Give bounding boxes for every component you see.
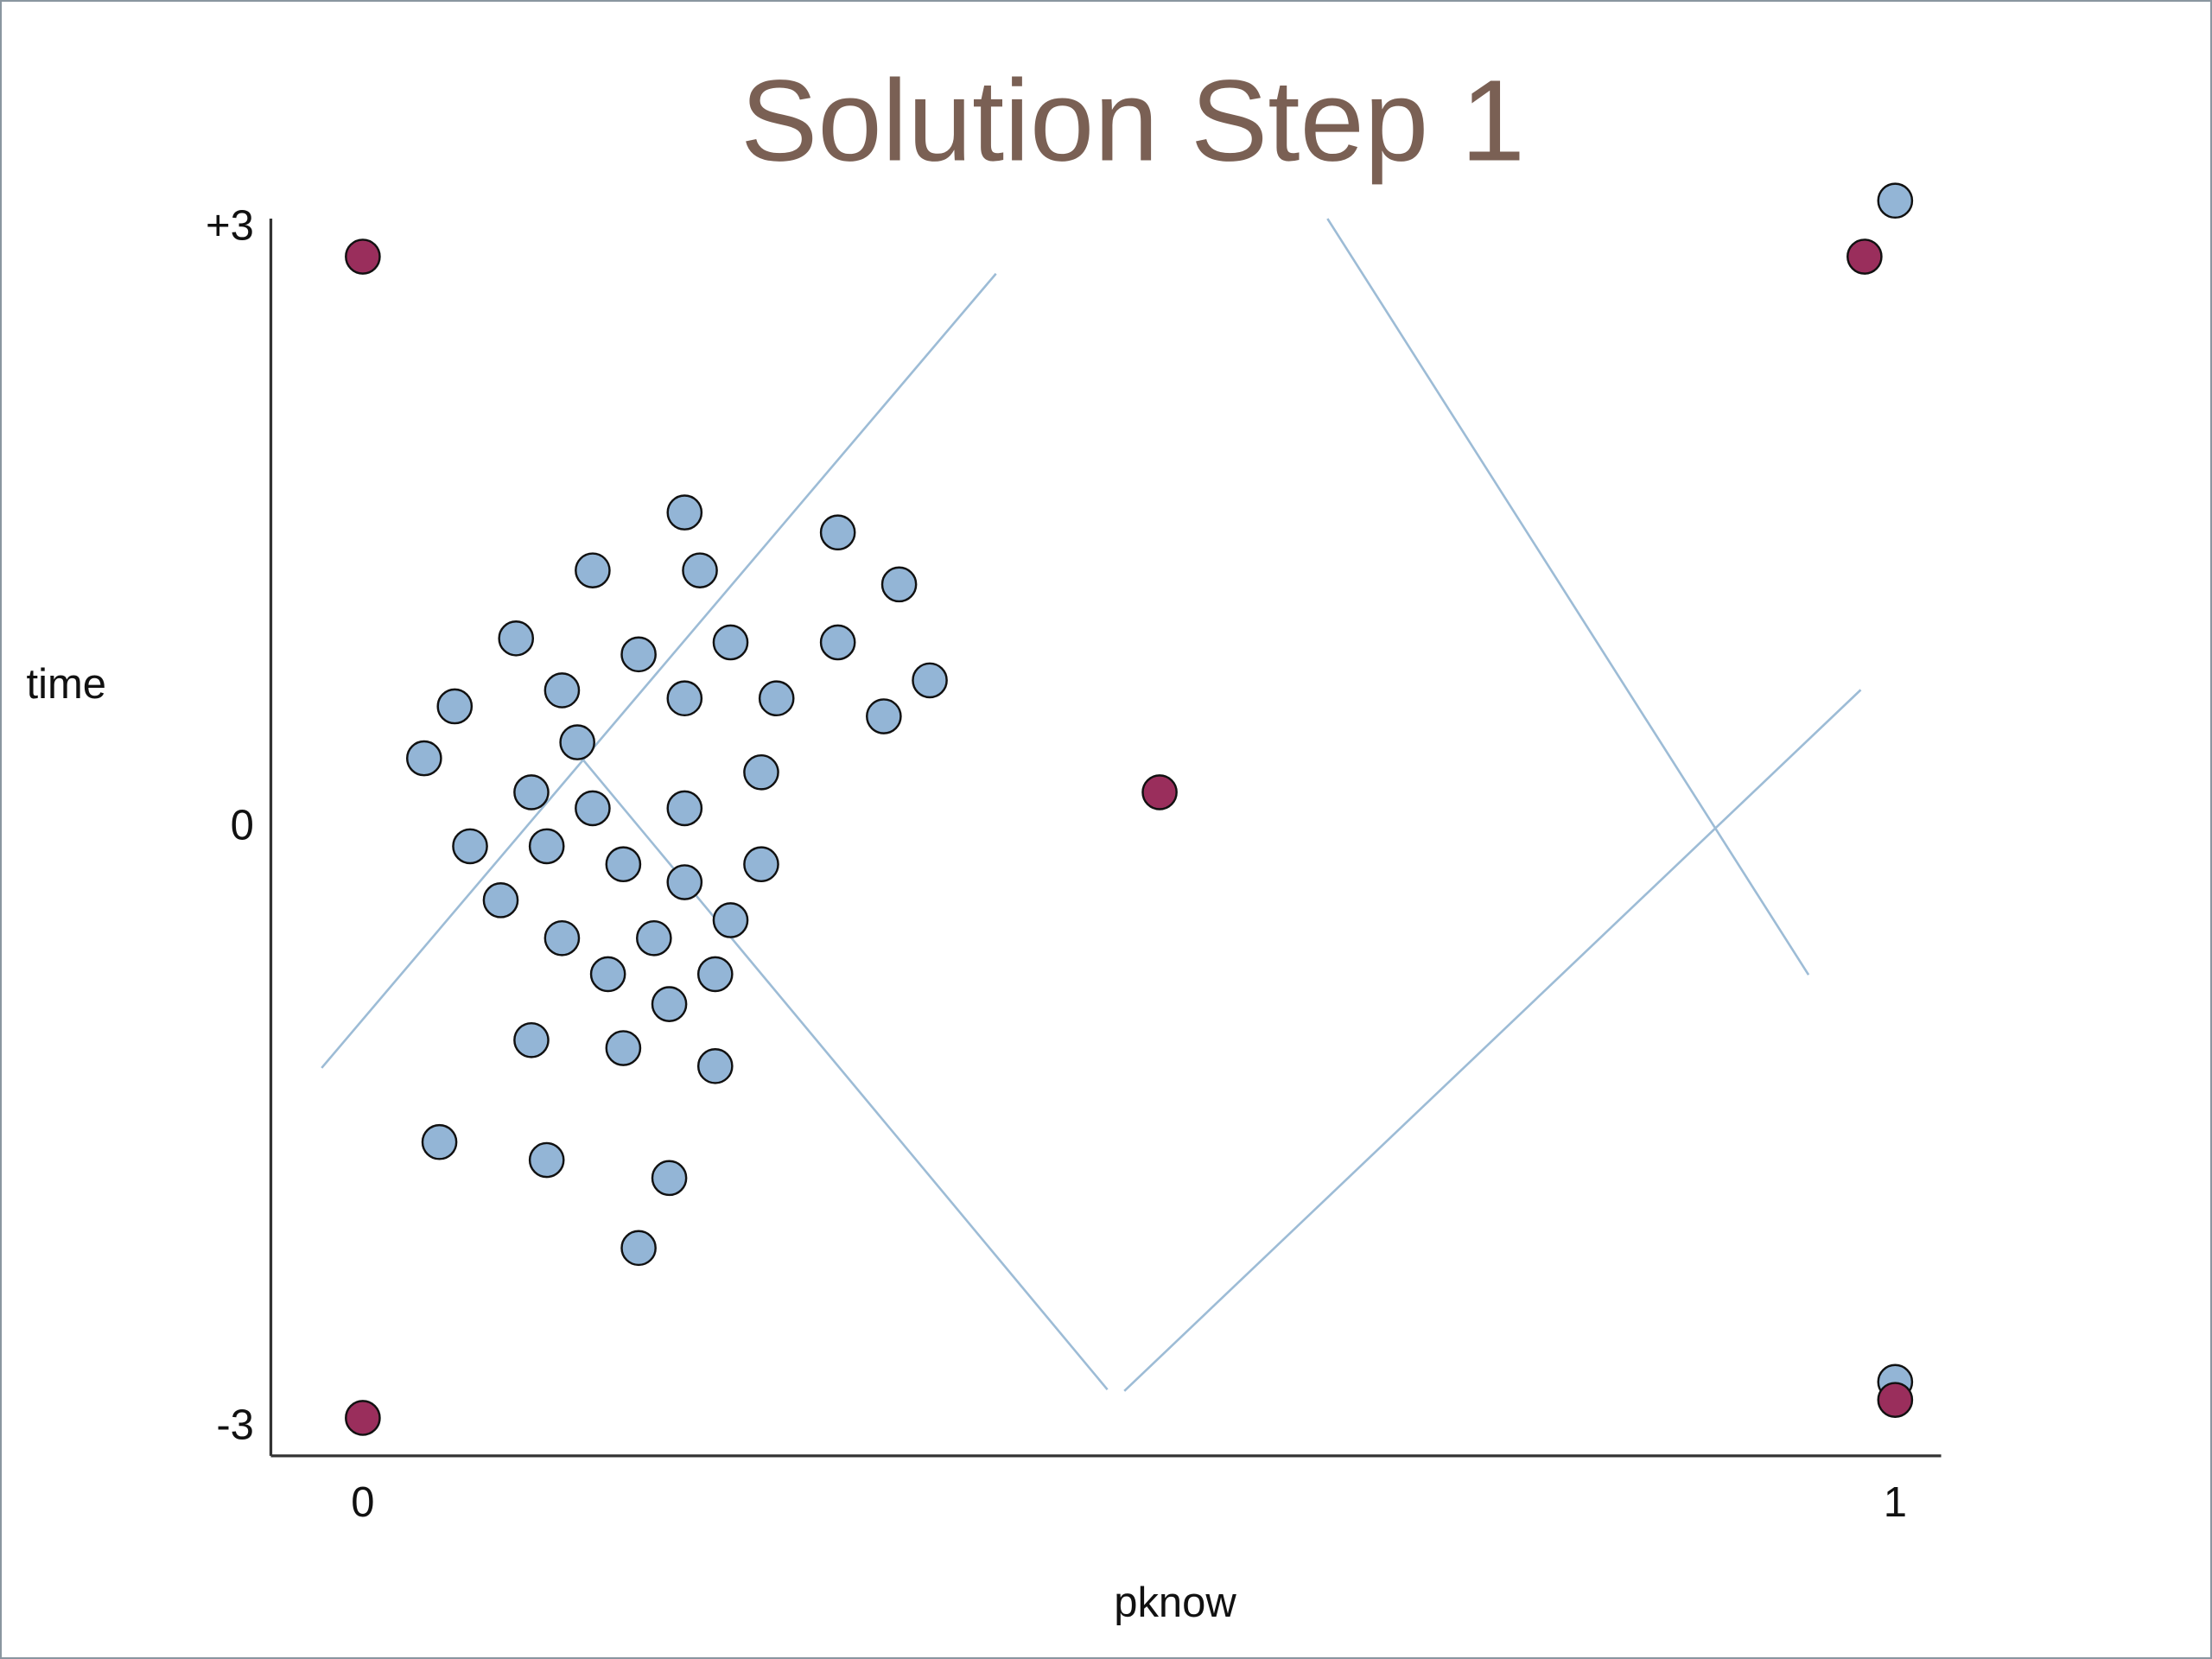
data-point	[589, 956, 626, 993]
data-point	[912, 662, 948, 699]
data-point	[696, 1048, 734, 1084]
data-point	[866, 698, 902, 734]
data-point	[682, 552, 718, 588]
data-point	[1877, 1382, 1914, 1418]
chart-title: Solution Step 1	[741, 57, 1525, 186]
data-point	[1847, 238, 1883, 275]
data-point	[743, 846, 779, 883]
data-point	[880, 566, 918, 603]
boundary-line	[1123, 689, 1862, 1392]
data-point	[605, 1030, 642, 1066]
x-tick-label: 0	[351, 1479, 374, 1526]
data-point	[405, 740, 442, 777]
data-point	[513, 774, 550, 810]
data-point	[666, 790, 703, 827]
data-point	[712, 902, 749, 938]
data-point	[575, 552, 611, 588]
data-point	[345, 1400, 381, 1436]
data-point	[543, 919, 581, 957]
data-point	[421, 1123, 458, 1160]
data-point	[543, 672, 581, 709]
y-tick-label: +3	[206, 203, 254, 250]
data-point	[482, 882, 519, 918]
data-point	[528, 828, 565, 865]
data-point	[712, 624, 749, 661]
data-point	[651, 986, 688, 1022]
data-point	[620, 636, 657, 673]
x-tick-label: 1	[1884, 1479, 1907, 1526]
data-point	[513, 1021, 550, 1058]
data-point	[436, 688, 474, 725]
data-point	[345, 238, 381, 275]
data-point	[819, 514, 856, 551]
boundary-line	[321, 272, 997, 1069]
boundary-line	[580, 756, 1109, 1390]
data-point	[559, 724, 595, 760]
data-point	[666, 494, 703, 531]
data-point	[651, 1160, 688, 1197]
data-point	[528, 1141, 565, 1179]
data-point	[498, 620, 535, 657]
data-point	[452, 828, 488, 865]
data-point	[819, 624, 856, 661]
boundary-lines	[321, 218, 1862, 1392]
x-axis-label: pknow	[1114, 1580, 1236, 1626]
data-point	[1877, 182, 1914, 219]
data-point	[666, 680, 703, 717]
boundary-line	[1326, 218, 1810, 976]
y-axis-label: time	[26, 661, 106, 708]
data-point	[575, 790, 611, 827]
data-point	[743, 753, 779, 791]
data-point	[758, 680, 795, 717]
data-point	[620, 1230, 657, 1267]
data-point	[636, 919, 672, 957]
data-point	[605, 846, 642, 883]
data-point	[1141, 774, 1178, 810]
y-tick-label: 0	[231, 803, 254, 849]
data-point	[666, 864, 703, 900]
data-point	[696, 956, 734, 993]
y-tick-label: -3	[216, 1402, 254, 1448]
